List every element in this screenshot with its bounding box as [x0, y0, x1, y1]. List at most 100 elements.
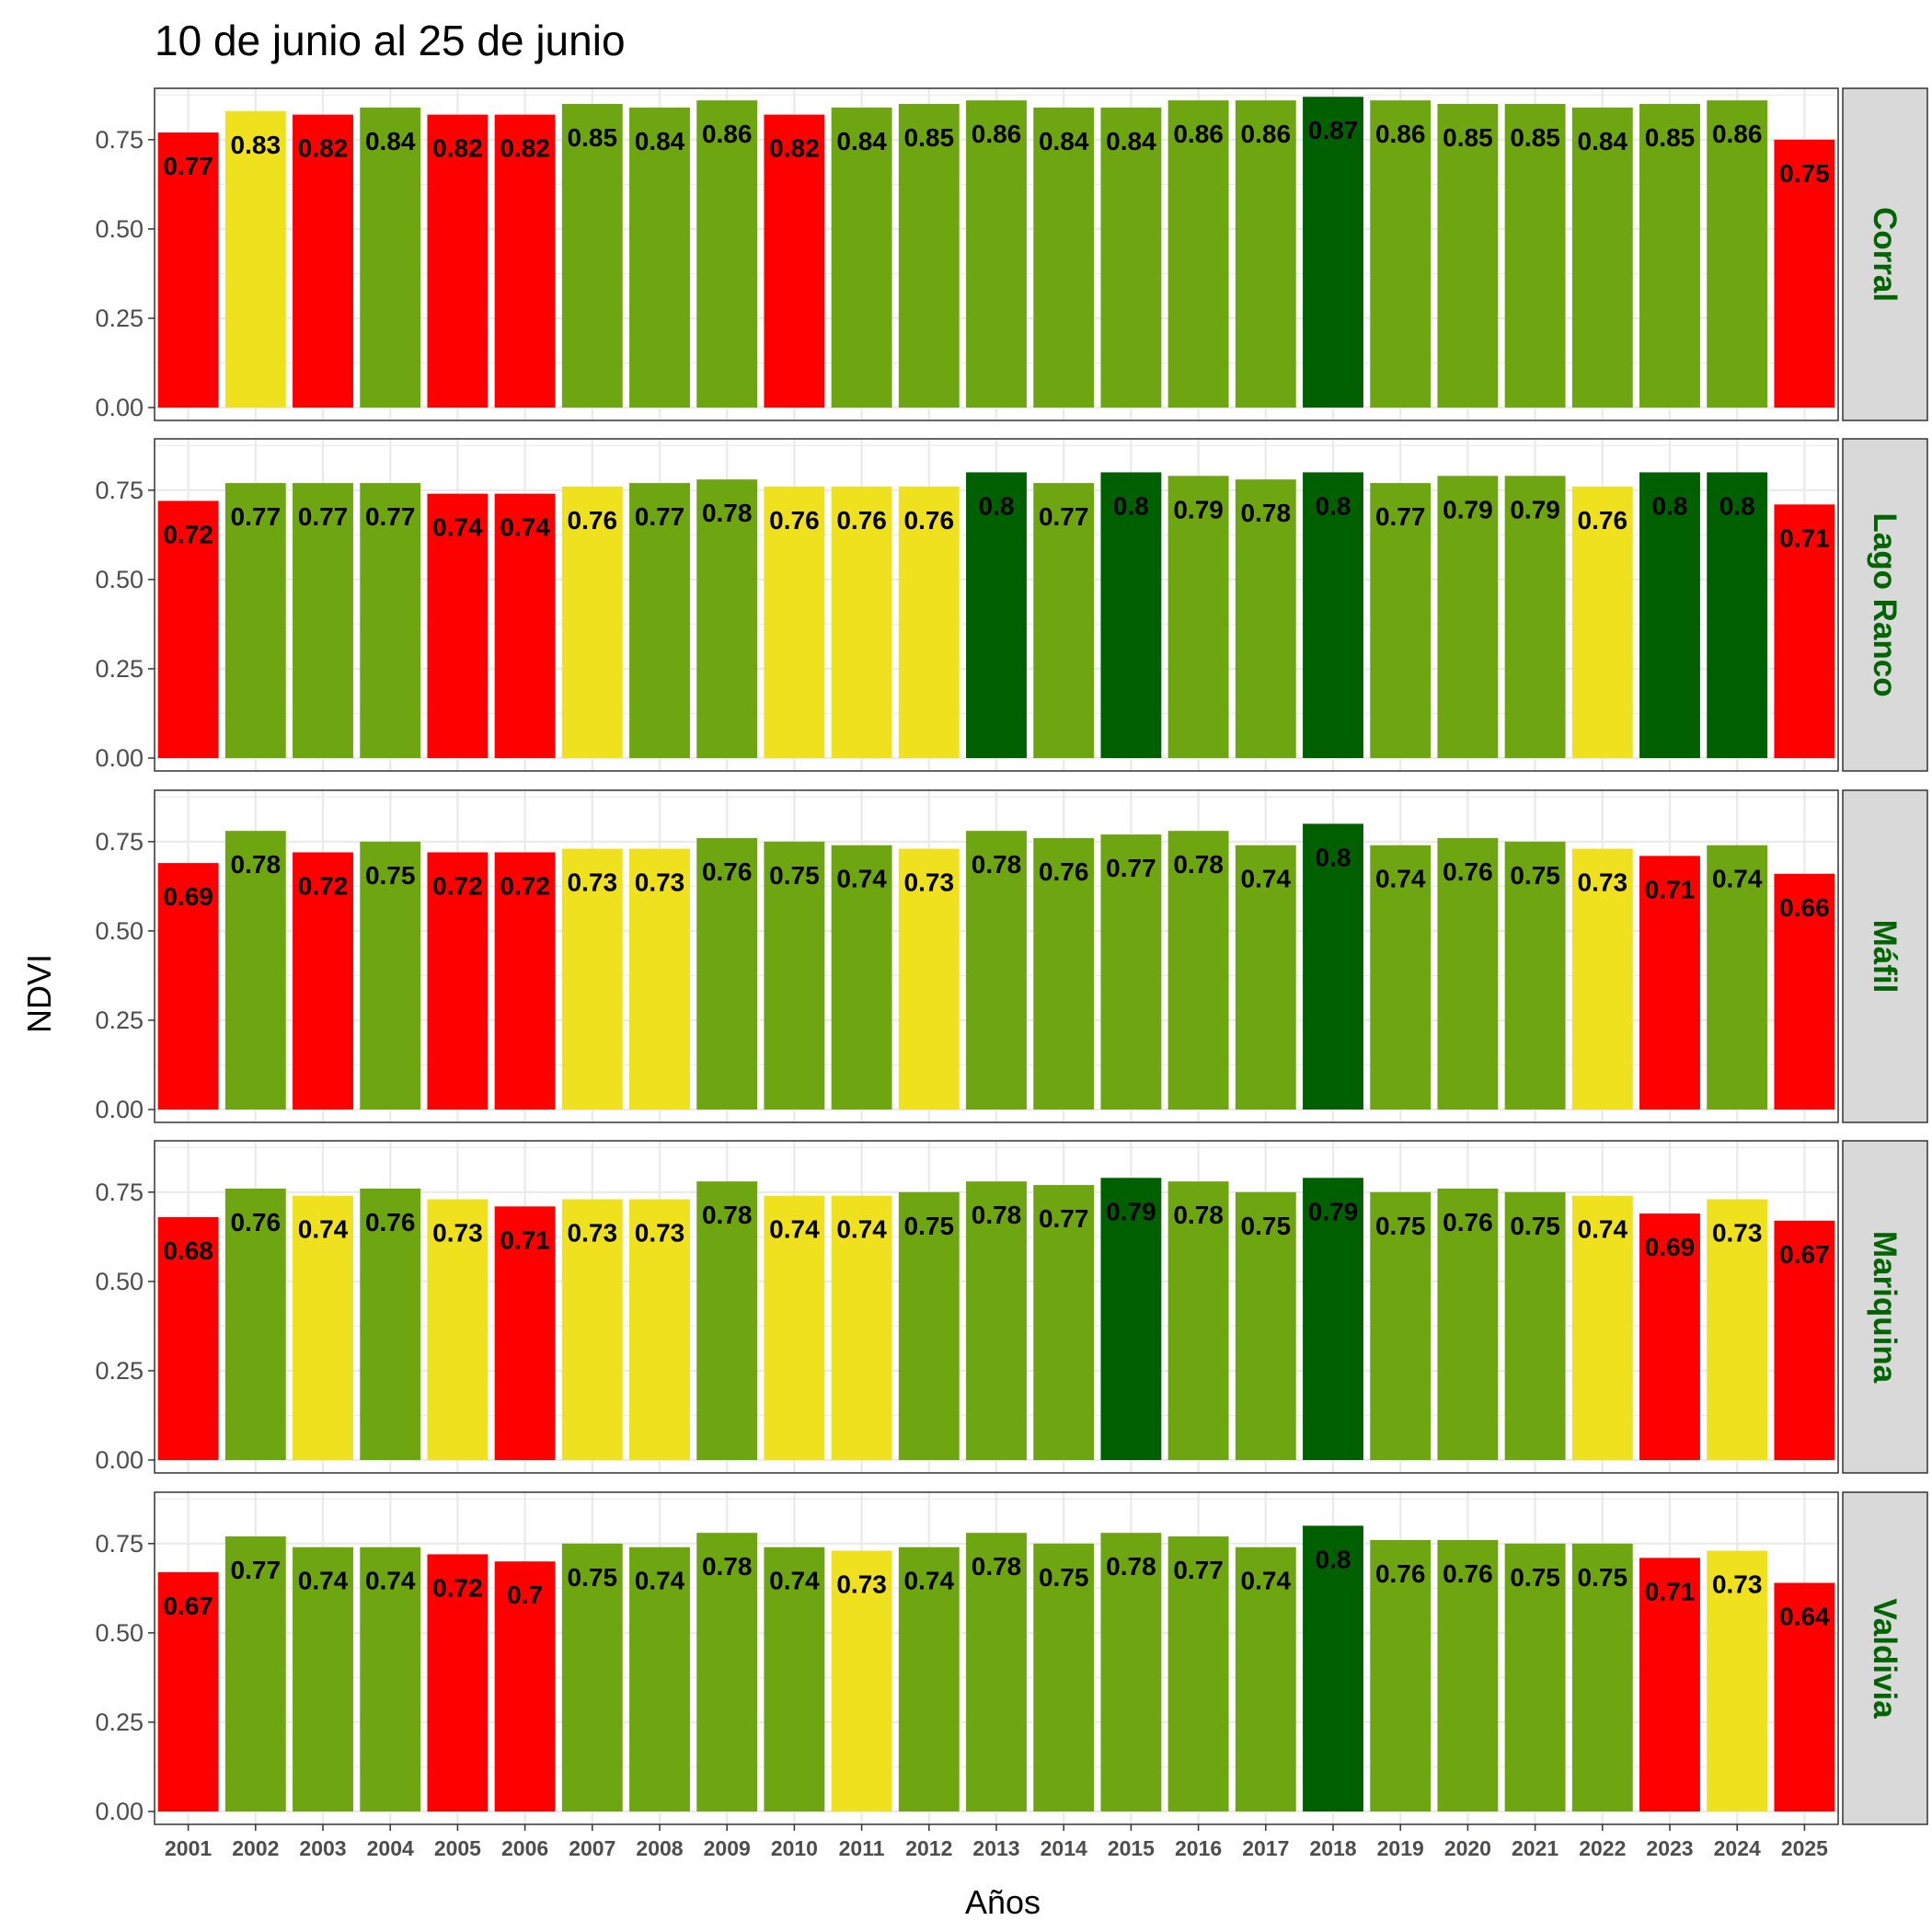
bar-value-label: 0.78	[1106, 1552, 1156, 1581]
bar-value-label: 0.69	[163, 882, 213, 911]
bar-value-label: 0.73	[1712, 1570, 1763, 1599]
bar-2025	[1774, 139, 1835, 408]
bar-2017	[1235, 1547, 1296, 1811]
bar-2008	[629, 1547, 690, 1811]
bar-value-label: 0.84	[836, 127, 887, 155]
bar-value-label: 0.74	[298, 1215, 349, 1244]
facet-strip	[1842, 789, 1928, 1123]
bar-value-label: 0.86	[972, 120, 1022, 148]
bar-2010	[764, 1195, 825, 1460]
bar-value-label: 0.78	[972, 850, 1022, 879]
bar-value-label: 0.76	[231, 1208, 282, 1236]
bar-value-label: 0.71	[1645, 1577, 1696, 1605]
x-axis-title: Años	[965, 1883, 1041, 1921]
x-tick-label: 2023	[1646, 1836, 1693, 1860]
bar-2001	[157, 1571, 219, 1811]
bar-2016	[1167, 476, 1229, 758]
y-tick-label: 0.25	[95, 1708, 144, 1736]
bar-value-label: 0.8	[1652, 491, 1688, 520]
bar-value-label: 0.72	[298, 871, 349, 900]
bar-2008	[629, 848, 690, 1110]
bar-2011	[831, 1195, 892, 1460]
x-tick-label: 2006	[501, 1836, 548, 1860]
bar-2021	[1504, 1543, 1566, 1811]
bar-2019	[1370, 483, 1432, 758]
bar-value-label: 0.75	[1779, 159, 1830, 188]
facet-panel-mariquina: 0.68 0.76 0.74 0.76 0.73 0.71 0.73 0.73 0.78 0.74…	[95, 1140, 1928, 1474]
bar-2007	[561, 1543, 623, 1811]
chart-title: 10 de junio al 25 de junio	[155, 17, 626, 64]
x-tick-label: 2018	[1309, 1836, 1356, 1860]
y-tick-label: 0.50	[95, 1619, 144, 1647]
bar-2014	[1033, 837, 1095, 1110]
bar-value-label: 0.77	[1039, 1204, 1089, 1233]
x-tick-label: 2012	[905, 1836, 952, 1860]
bar-2007	[561, 848, 623, 1110]
bar-value-label: 0.78	[231, 850, 282, 879]
bar-value-label: 0.75	[1375, 1212, 1426, 1240]
y-tick-label: 0.00	[95, 1446, 144, 1474]
bar-value-label: 0.84	[1106, 127, 1156, 155]
bar-2008	[629, 1199, 690, 1460]
bar-value-label: 0.77	[231, 1556, 282, 1584]
panel-border	[154, 87, 1839, 421]
bar-value-label: 0.68	[163, 1236, 213, 1265]
bar-2006	[494, 1206, 556, 1460]
bar-value-label: 0.86	[702, 120, 753, 148]
bar-2021	[1504, 1191, 1566, 1460]
bar-value-label: 0.74	[432, 513, 483, 542]
x-tick-label: 2010	[771, 1836, 818, 1860]
bar-2001	[157, 863, 219, 1110]
bar-2005	[427, 114, 489, 408]
bar-value-label: 0.73	[432, 1219, 483, 1248]
bar-2019	[1370, 845, 1432, 1110]
bar-value-label: 0.74	[904, 1567, 955, 1595]
x-tick-label: 2003	[299, 1836, 346, 1860]
bar-value-label: 0.75	[568, 1563, 618, 1592]
bar-value-label: 0.78	[1173, 1201, 1224, 1229]
bar-value-label: 0.77	[231, 502, 282, 531]
bar-2018	[1303, 1178, 1363, 1460]
x-tick-label: 2022	[1579, 1836, 1626, 1860]
bar-2010	[764, 1547, 825, 1811]
bar-2015	[1100, 834, 1162, 1110]
bar-2005	[427, 1199, 489, 1460]
bar-value-label: 0.74	[836, 865, 887, 893]
y-tick-label: 0.75	[95, 477, 144, 504]
bar-2022	[1571, 1195, 1633, 1460]
bar-value-label: 0.76	[904, 506, 955, 535]
bar-2011	[831, 845, 892, 1110]
bar-2010	[764, 114, 825, 408]
panel-border	[154, 1140, 1839, 1474]
bar-value-label: 0.73	[1578, 868, 1628, 897]
bar-2009	[696, 100, 758, 408]
bar-value-label: 0.85	[1510, 123, 1560, 152]
bar-2006	[494, 493, 556, 758]
x-tick-label: 2017	[1242, 1836, 1289, 1860]
bar-value-label: 0.79	[1510, 495, 1560, 523]
bar-value-label: 0.76	[365, 1208, 416, 1236]
bar-value-label: 0.77	[1106, 854, 1156, 882]
bar-2008	[629, 483, 690, 758]
y-tick-label: 0.00	[95, 1096, 144, 1123]
x-tick-label: 2008	[636, 1836, 683, 1860]
bar-2014	[1033, 1185, 1095, 1460]
bar-value-label: 0.8	[1316, 843, 1351, 871]
y-tick-label: 0.50	[95, 215, 144, 243]
bar-2003	[293, 852, 353, 1110]
bar-value-label: 0.79	[1106, 1197, 1156, 1225]
bar-2015	[1100, 1178, 1162, 1460]
bar-value-label: 0.75	[1510, 1563, 1560, 1592]
bar-value-label: 0.74	[365, 1567, 416, 1595]
bar-2007	[561, 486, 623, 758]
bar-value-label: 0.74	[1241, 1567, 1292, 1595]
bar-2025	[1774, 1582, 1835, 1811]
bar-2024	[1707, 472, 1768, 758]
bar-value-label: 0.64	[1779, 1603, 1830, 1631]
bar-value-label: 0.74	[500, 513, 550, 542]
bar-2021	[1504, 841, 1566, 1110]
y-tick-label: 0.00	[95, 394, 144, 421]
bar-value-label: 0.73	[568, 1219, 618, 1248]
bar-2011	[831, 486, 892, 758]
bar-2015	[1100, 472, 1162, 758]
